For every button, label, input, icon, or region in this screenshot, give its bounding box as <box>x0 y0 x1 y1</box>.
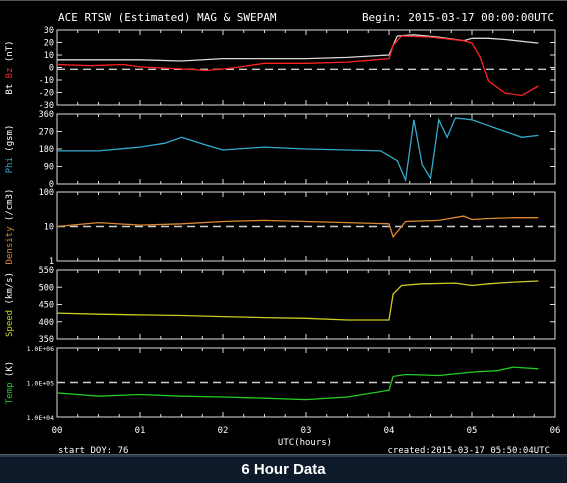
y-tick-label: 0 <box>49 64 54 74</box>
y-tick-label: 1.0E+05 <box>27 380 54 388</box>
chart-title: ACE RTSW (Estimated) MAG & SWEPAM <box>58 11 277 24</box>
x-tick-label: 01 <box>135 426 146 436</box>
y-tick-label: 180 <box>39 145 54 155</box>
panel-density-ylabel: Density (/cm3) <box>5 189 15 265</box>
y-tick-label: 1 <box>49 257 54 267</box>
y-tick-label: 30 <box>44 26 54 36</box>
x-axis-label: UTC(hours) <box>278 438 332 448</box>
y-tick-label: 1.0E+04 <box>27 414 54 422</box>
begin-time: Begin: 2015-03-17 00:00:00UTC <box>362 11 554 24</box>
panel-temp-ylabel: Temp (K) <box>5 361 15 404</box>
y-tick-label: 100 <box>39 188 54 198</box>
x-tick-label: 02 <box>218 426 229 436</box>
panel-speed-box <box>56 269 556 340</box>
y-tick-label: 400 <box>39 318 54 328</box>
panel-mag-ylabel: Bt Bz (nT) <box>5 40 15 94</box>
panel-speed-ylabel: Speed (km/s) <box>5 272 15 337</box>
plot-frame: ACE RTSW (Estimated) MAG & SWEPAM Begin:… <box>0 0 567 456</box>
y-tick-label: 20 <box>44 39 54 49</box>
y-tick-label: 10 <box>44 51 54 61</box>
panel-mag-box <box>56 29 556 106</box>
x-tick-label: 03 <box>301 426 312 436</box>
panel-phi-ylabel: Phi (gsm) <box>5 125 15 174</box>
x-tick-label: 06 <box>550 426 561 436</box>
y-tick-label: -20 <box>39 89 54 99</box>
y-tick-label: 350 <box>39 335 54 345</box>
y-tick-label: 360 <box>39 110 54 120</box>
panel-temp-series-1 <box>56 366 539 401</box>
x-tick-label: 00 <box>52 426 63 436</box>
x-tick-label: 04 <box>384 426 395 436</box>
y-tick-label: 550 <box>39 266 54 276</box>
y-tick-label: -30 <box>39 101 54 111</box>
y-tick-label: 90 <box>44 163 54 173</box>
y-tick-label: -10 <box>39 76 54 86</box>
footer-bar: 6 Hour Data <box>0 455 567 483</box>
y-tick-label: 450 <box>39 301 54 311</box>
panel-density-series-1 <box>56 215 539 239</box>
y-tick-label: 500 <box>39 283 54 293</box>
ace-rtsw-chart: ACE RTSW (Estimated) MAG & SWEPAM Begin:… <box>5 11 561 456</box>
panel-mag-series-1 <box>57 34 539 62</box>
y-tick-label: 10 <box>44 223 54 233</box>
footer-title: 6 Hour Data <box>241 461 326 478</box>
panel-mag-series-2 <box>56 35 539 97</box>
y-tick-label: 0 <box>49 180 54 190</box>
panel-speed-series-1 <box>56 280 539 321</box>
y-tick-label: 1.0E+06 <box>27 345 54 353</box>
x-tick-label: 05 <box>467 426 478 436</box>
panel-phi-series-1 <box>57 117 539 183</box>
y-tick-label: 270 <box>39 128 54 138</box>
start-doy: start DOY: 76 <box>58 446 128 456</box>
created-time: created:2015-03-17 05:50:04UTC <box>387 446 550 456</box>
